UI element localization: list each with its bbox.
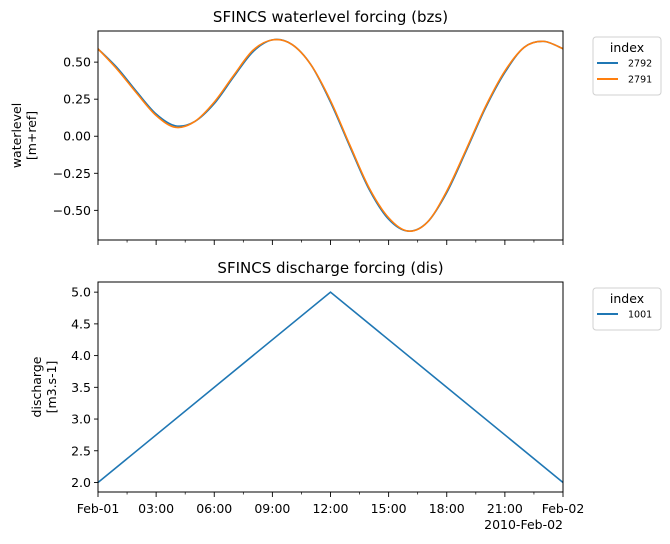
- x-tick-label: 03:00: [138, 501, 174, 516]
- x-tick-label: 21:00: [487, 501, 523, 516]
- y-tick-label: 0.00: [63, 129, 91, 144]
- legend-title: index: [610, 291, 644, 306]
- y-tick-label: 3.5: [71, 380, 91, 395]
- legend-box: [592, 36, 662, 96]
- series-line-1001: [97, 291, 564, 484]
- subplot-1: SFINCS discharge forcing (dis) 2.0 2.5 3.0 3…: [29, 259, 662, 532]
- x-tick-label: 12:00: [312, 501, 348, 516]
- y-tick-label: 4.5: [71, 316, 91, 331]
- y-tick-label: 4.0: [71, 348, 91, 363]
- y-tick-label: 0.50: [63, 55, 91, 70]
- x-tick-label: 15:00: [371, 501, 407, 516]
- y-tick-label: 0.25: [63, 92, 91, 107]
- chart-title: SFINCS waterlevel forcing (bzs): [213, 8, 448, 26]
- y-axis-label: discharge[m3.s-1]: [29, 356, 59, 417]
- y-axis-label-line: discharge: [29, 356, 44, 417]
- y-tick-label: 3.0: [71, 412, 91, 427]
- y-axis-label-line: [m+ref]: [24, 111, 39, 160]
- x-tick-label: 06:00: [196, 501, 232, 516]
- series-line-2791: [97, 38, 564, 233]
- y-axis-label: waterlevel[m+ref]: [9, 103, 39, 168]
- legend-label: 1001: [628, 310, 652, 321]
- y-tick-label: −0.50: [53, 203, 91, 218]
- legend-label: 2792: [628, 59, 652, 70]
- x-tick-label: 18:00: [429, 501, 465, 516]
- legend: index 1001: [592, 287, 662, 331]
- y-axis-label-line: waterlevel: [9, 103, 24, 168]
- x-tick-label: 09:00: [254, 501, 290, 516]
- y-axis-label-line: [m3.s-1]: [44, 361, 59, 414]
- chart-title: SFINCS discharge forcing (dis): [217, 259, 443, 277]
- y-tick-label: 2.0: [71, 475, 91, 490]
- subplot-0: SFINCS waterlevel forcing (bzs) −0.50 −0.2…: [9, 8, 662, 245]
- y-tick-label: 2.5: [71, 443, 91, 458]
- axes-frame: [97, 281, 564, 493]
- legend-box: [592, 287, 662, 331]
- y-tick-label: −0.25: [53, 166, 91, 181]
- series-line-2792: [97, 38, 564, 232]
- legend: index 2792 2791: [592, 36, 662, 96]
- legend-title: index: [610, 40, 644, 55]
- y-tick-label: 5.0: [71, 285, 91, 300]
- x-tick-label: Feb-02: [542, 501, 585, 516]
- axes-frame: [97, 30, 564, 241]
- legend-label: 2791: [628, 75, 652, 86]
- x-offset-label: 2010-Feb-02: [484, 517, 563, 532]
- x-tick-label: Feb-01: [77, 501, 120, 516]
